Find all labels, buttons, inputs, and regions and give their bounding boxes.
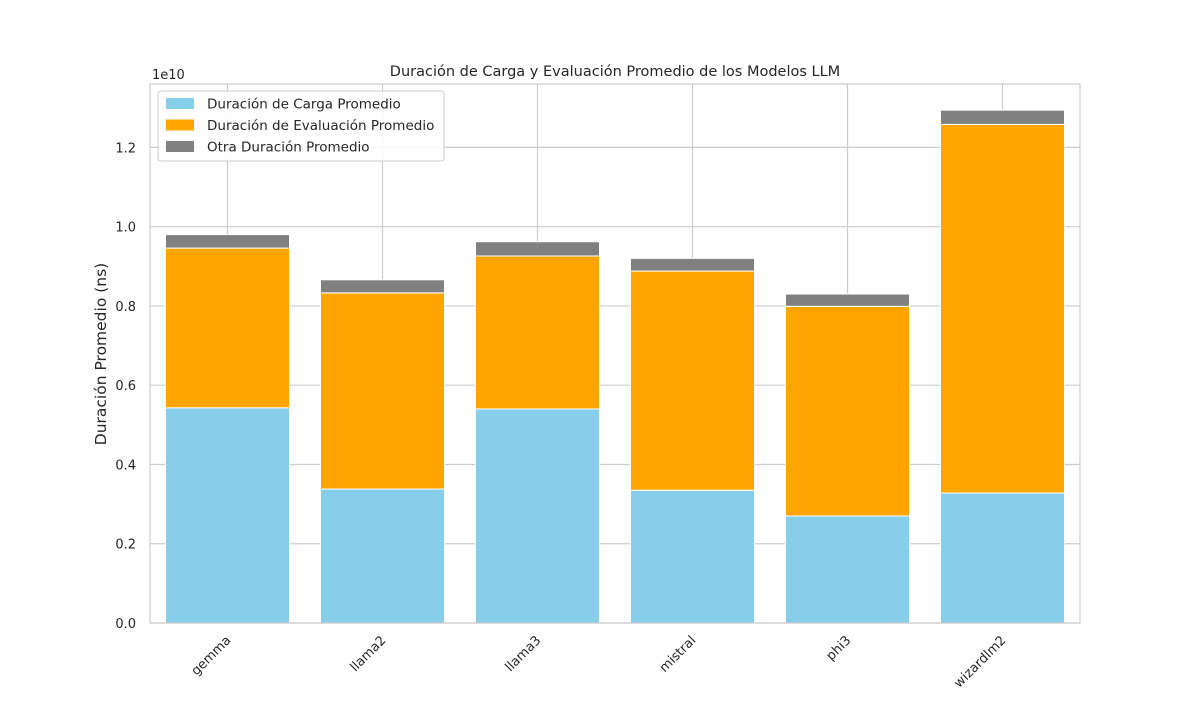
y-tick-label: 0.2 — [115, 538, 136, 553]
legend-label: Otra Duración Promedio — [207, 140, 370, 156]
bar-segment-gemma-series-0 — [165, 407, 290, 624]
legend-swatch — [166, 98, 194, 109]
bars — [165, 109, 1065, 624]
y-axis-offset-label: 1e10 — [152, 68, 185, 83]
bar-segment-llama3-series-1 — [475, 255, 600, 410]
bar-segment-llama2-series-1 — [320, 292, 445, 490]
bar-segment-phi3-series-0 — [785, 515, 910, 624]
y-axis-label: Duración Promedio (ns) — [92, 263, 110, 445]
y-tick-label: 0.0 — [115, 617, 136, 632]
legend-swatch — [166, 119, 194, 131]
legend-box — [157, 90, 445, 162]
bar-segment-wizardlm2-series-1 — [940, 123, 1065, 494]
y-tick-label: 0.6 — [115, 379, 136, 394]
bar-segment-phi3-series-2 — [785, 293, 910, 307]
legend-label: Duración de Evaluación Promedio — [207, 118, 434, 134]
bar-segment-phi3-series-1 — [785, 305, 910, 517]
bar-segment-llama3-series-0 — [475, 408, 600, 624]
bar-segment-llama2-series-0 — [320, 488, 445, 624]
bar-segment-gemma-series-2 — [165, 234, 290, 249]
bar-segment-wizardlm2-series-2 — [940, 109, 1065, 125]
bar-segment-llama3-series-2 — [475, 241, 600, 257]
bar-segment-mistral-series-1 — [630, 270, 755, 491]
bar-segment-gemma-series-1 — [165, 247, 290, 409]
plot-area-frame — [149, 83, 1081, 624]
bar-segment-wizardlm2-series-0 — [940, 492, 1065, 624]
bar-segment-mistral-series-2 — [630, 257, 755, 272]
bar-segment-llama2-series-2 — [320, 279, 445, 294]
y-tick-label: 0.8 — [115, 300, 136, 315]
chart-title: Duración de Carga y Evaluación Promedio … — [390, 64, 840, 80]
legend-swatch — [166, 141, 194, 152]
y-tick-label: 0.4 — [115, 458, 136, 473]
y-tick-label: 1.2 — [115, 141, 136, 156]
legend-label: Duración de Carga Promedio — [207, 97, 401, 113]
y-tick-labels: 0.0 0.2 0.4 0.6 0.8 1.0 1.2 — [115, 141, 136, 632]
bar-segment-mistral-series-0 — [630, 489, 755, 624]
legend: Duración de Carga Promedio Duración de Ev… — [157, 90, 445, 162]
y-tick-label: 1.0 — [115, 221, 136, 236]
